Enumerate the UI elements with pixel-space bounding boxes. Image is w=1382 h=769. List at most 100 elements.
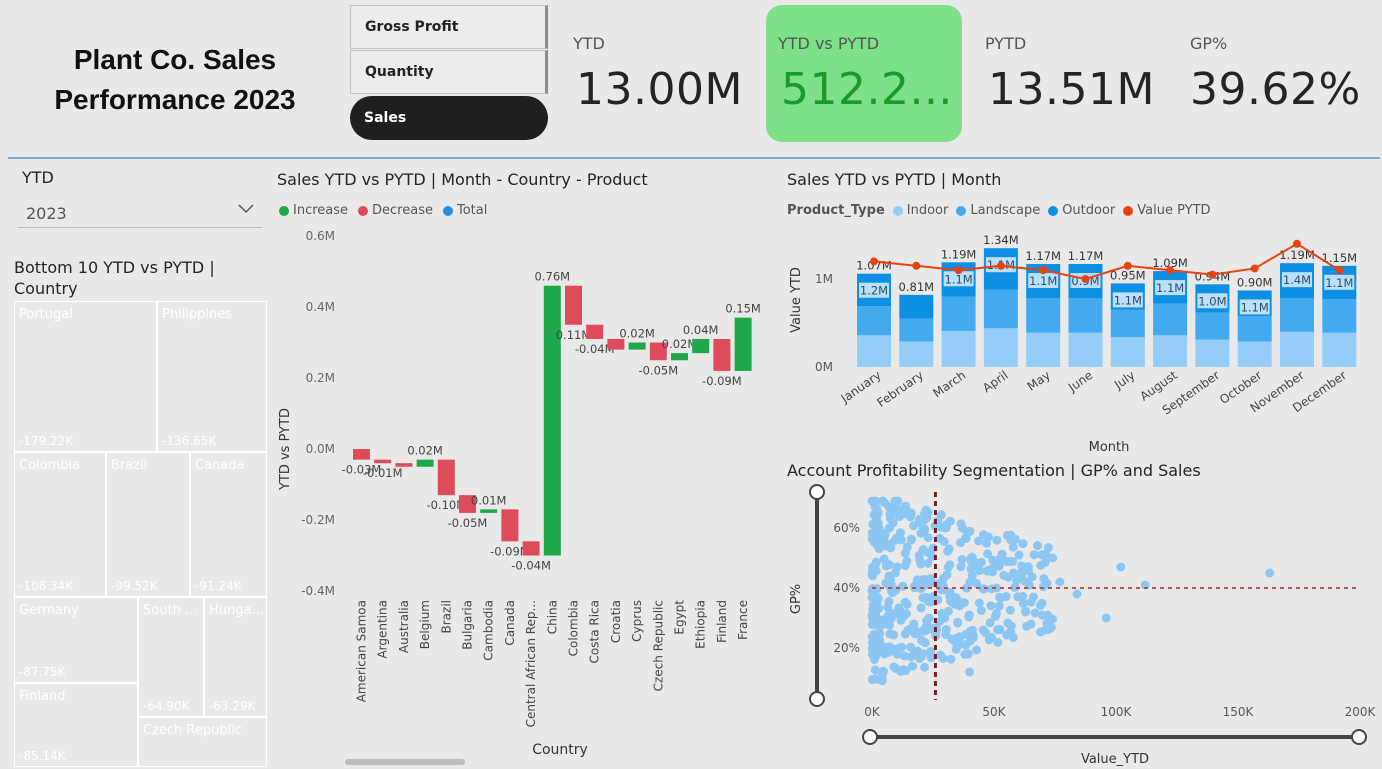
line-data-label: 1.1M (1325, 276, 1353, 290)
legend-item[interactable]: Indoor (892, 203, 948, 218)
header-divider (8, 157, 1380, 159)
waterfall-bar (671, 353, 688, 361)
data-label: 0.04M (683, 323, 719, 337)
scatter-point (912, 576, 922, 586)
treemap-cell[interactable]: Portugal -179.22K (14, 301, 157, 452)
scatter-point (906, 535, 916, 545)
sales-button[interactable]: Sales (350, 96, 548, 140)
scatter-point (1009, 568, 1019, 578)
quantity-label: Quantity (365, 64, 434, 80)
data-label: 1.19M (1279, 248, 1315, 262)
scatter-point (922, 577, 932, 587)
treemap-cell[interactable]: Brazil -99.52K (106, 452, 190, 597)
gross-profit-label: Gross Profit (365, 19, 459, 35)
waterfall-bar (374, 459, 392, 464)
data-label: 0.90M (1237, 275, 1273, 289)
legend-item[interactable]: Decrease (358, 203, 433, 218)
legend-item[interactable]: Total (442, 203, 487, 218)
scatter-point (898, 581, 908, 591)
legend-item[interactable]: Outdoor (1048, 203, 1115, 218)
scatter-point (986, 632, 996, 642)
stacked-bar-segment (1322, 299, 1357, 333)
line-data-label: 1.1M (1241, 300, 1269, 314)
scatter-point (871, 584, 881, 594)
year-dropdown[interactable]: 2023 (18, 194, 262, 228)
scatter-point (971, 645, 981, 655)
x-tick-label: 50K (982, 705, 1006, 719)
treemap-cell-name: Canada (195, 458, 245, 473)
legend-label: Outdoor (1062, 203, 1116, 218)
scatter-point (936, 585, 946, 595)
treemap-cell[interactable]: South ... -64.90K (138, 597, 204, 717)
legend-dot (358, 205, 369, 216)
scatter-point (1027, 572, 1037, 582)
scatter-point (879, 649, 889, 659)
treemap-cell[interactable]: Germany -87.75K (14, 597, 138, 683)
scatter-point (874, 674, 884, 684)
kpi-ytd-vs-pytd-card (766, 5, 962, 142)
scatter-point (891, 663, 901, 673)
y-tick-label: 0.2M (306, 371, 335, 385)
scatter-point (943, 546, 953, 556)
quantity-button[interactable]: Quantity (350, 50, 548, 94)
line-data-label: 1.1M (1156, 281, 1184, 295)
legend-item[interactable]: Increase (279, 203, 348, 218)
pytd-point (1250, 264, 1259, 273)
x-tick-label: Egypt (673, 600, 687, 635)
x-tick-label: April (980, 368, 1011, 395)
y-axis-title: Value YTD (789, 267, 804, 333)
scatter-point (1010, 582, 1020, 592)
pytd-point (1081, 275, 1090, 283)
treemap-cell[interactable]: Finland -85.14K (14, 683, 138, 767)
data-label: 1.17M (1025, 249, 1061, 263)
year-dropdown-value: 2023 (26, 204, 67, 223)
scatter-point (1001, 592, 1011, 602)
stacked-bar-segment (1280, 298, 1314, 332)
x-tick-label: Bulgaria (461, 600, 475, 650)
gross-profit-button[interactable]: Gross Profit (350, 5, 548, 49)
scatter-point (979, 530, 989, 540)
data-label: 0.11M (556, 328, 592, 342)
scatter-point (1039, 574, 1049, 584)
kpi-ytd-vs-pytd-value: 512.2... (781, 64, 953, 115)
stacked-bar-segment (1068, 332, 1103, 367)
treemap-cell-value: -87.75K (19, 665, 66, 679)
scatter-point (965, 577, 975, 587)
x-tick-label: Argentina (376, 600, 390, 659)
data-label: 1.17M (1068, 249, 1104, 263)
scatter-point (951, 644, 961, 654)
scatter-point (892, 562, 902, 572)
legend-item[interactable]: Value PYTD (1123, 203, 1211, 218)
pytd-point (1166, 266, 1175, 275)
scatter-point (978, 625, 988, 635)
scatter-point (923, 558, 933, 568)
legend-dot (1048, 205, 1059, 216)
treemap: Portugal -179.22K Philippines -136.65K Col… (14, 301, 267, 767)
scatter-point (1030, 608, 1040, 618)
data-label: 0.02M (619, 327, 655, 341)
legend-dot (279, 205, 289, 216)
x-tick-label: Cyprus (630, 600, 644, 642)
treemap-cell[interactable]: Colombia -108.34K (14, 452, 106, 597)
scatter-point (942, 570, 952, 580)
treemap-cell[interactable]: Hunga... -63.29K (204, 597, 267, 717)
x-range-slider-handle (862, 729, 878, 745)
treemap-cell[interactable]: Czech Republic (138, 717, 267, 767)
pytd-point (1039, 266, 1048, 275)
legend-item[interactable]: Landscape (956, 203, 1040, 218)
treemap-cell-name: Czech Republic (143, 723, 242, 738)
stacked-bar-segment (1026, 298, 1061, 333)
x-tick-label: Costa Rica (588, 600, 602, 663)
waterfall-bar (586, 324, 604, 339)
scatter-point (946, 654, 956, 664)
scatter-point (867, 568, 877, 578)
treemap-title: Bottom 10 YTD vs PYTD | Country (14, 257, 215, 299)
waterfall-bar (437, 459, 455, 496)
treemap-cell[interactable]: Canada -91.24K (190, 452, 267, 597)
pytd-point (1293, 239, 1301, 248)
legend-dot (1123, 205, 1134, 216)
x-axis-title: Country (532, 742, 588, 758)
treemap-cell[interactable]: Philippines -136.65K (157, 301, 267, 452)
data-label: 0.02M (407, 444, 443, 458)
horizontal-scrollbar[interactable] (345, 759, 465, 765)
